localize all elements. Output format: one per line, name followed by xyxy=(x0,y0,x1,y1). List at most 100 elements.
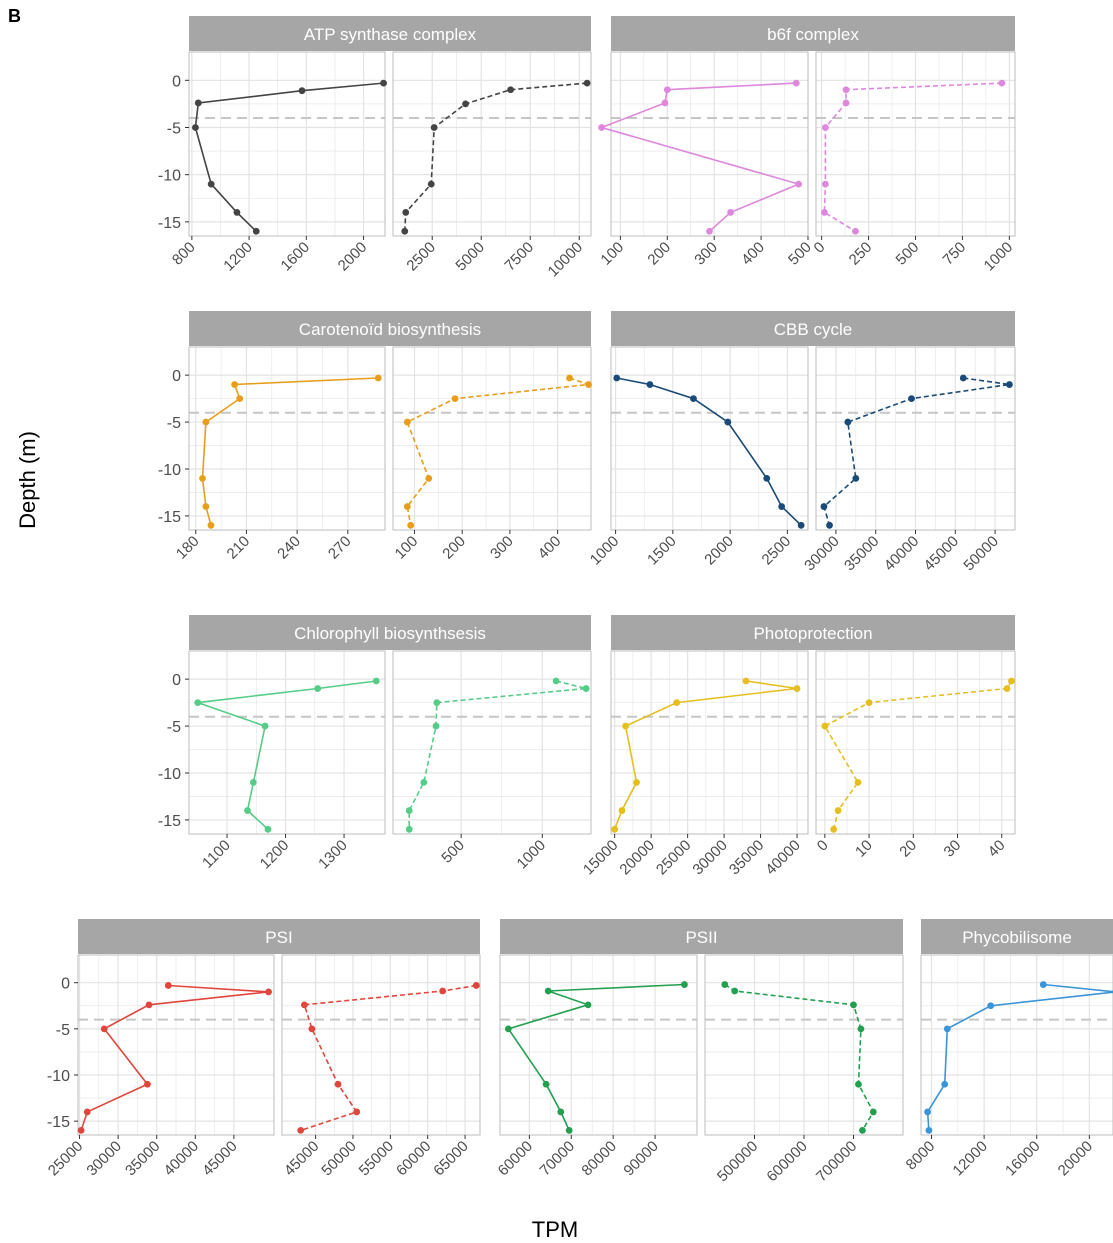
x-tick-label: 200 xyxy=(644,239,674,269)
x-tick-label: 55000 xyxy=(356,1138,398,1180)
panel-solid: 1100 1200 1300 xyxy=(188,650,386,873)
x-tick-label: 90000 xyxy=(620,1138,662,1180)
data-point xyxy=(826,521,833,529)
data-point xyxy=(778,503,786,510)
facet-strip xyxy=(189,615,591,650)
y-tick-label: -15 xyxy=(158,509,181,526)
data-point xyxy=(661,99,669,107)
x-tick-label: 7500 xyxy=(501,239,537,275)
panel-border xyxy=(499,954,698,1136)
data-point xyxy=(706,227,713,235)
data-point xyxy=(402,209,410,216)
facet-8: Phycobilisome 8000 12000 16000 20000 xyxy=(903,919,1113,1179)
data-point xyxy=(842,86,850,94)
panel-background xyxy=(611,52,808,236)
x-tick-label: 20000 xyxy=(1055,1138,1097,1180)
panel-border xyxy=(77,954,275,1136)
facet-title: b6f complex xyxy=(767,25,859,44)
panel-background xyxy=(393,52,591,236)
y-tick-label: 0 xyxy=(172,672,181,689)
panel-background xyxy=(189,651,385,834)
data-point xyxy=(439,987,447,995)
data-point xyxy=(298,87,306,95)
data-point xyxy=(941,1080,949,1088)
data-point xyxy=(793,685,801,692)
x-tick-label: 1000 xyxy=(587,533,623,569)
x-tick-label: 45000 xyxy=(921,533,963,575)
x-tick-label: 8000 xyxy=(903,1138,939,1174)
panel-border xyxy=(392,51,592,237)
x-tick-label: 30000 xyxy=(83,1138,125,1180)
x-tick-label: 45000 xyxy=(281,1138,323,1180)
data-point xyxy=(231,381,239,388)
data-point xyxy=(236,395,244,403)
data-point xyxy=(432,722,440,730)
data-point xyxy=(998,79,1006,87)
x-tick-label: 500 xyxy=(893,239,923,269)
x-tick-label: 1100 xyxy=(199,837,234,872)
data-point xyxy=(598,124,606,131)
facet-0: ATP synthase complex 800 1200 1600 2000 2500 5… xyxy=(158,16,592,281)
data-point xyxy=(297,1126,305,1134)
panel-border xyxy=(920,954,1113,1136)
panel-background xyxy=(393,347,591,530)
data-point xyxy=(199,474,206,482)
data-point xyxy=(583,79,591,87)
x-tick-label: 40000 xyxy=(762,837,804,879)
data-point xyxy=(374,374,382,382)
y-tick-label: -15 xyxy=(47,1114,70,1131)
data-point xyxy=(859,1126,866,1134)
facet-strip xyxy=(611,615,1015,650)
facet-title: Carotenoïd biosynthesis xyxy=(299,320,481,339)
data-point xyxy=(252,227,260,235)
y-tick-label: -10 xyxy=(158,168,181,185)
panel-solid: 1000 1500 2000 2500 xyxy=(587,346,809,569)
data-point xyxy=(565,1126,573,1134)
data-point xyxy=(249,778,257,786)
facet-title: ATP synthase complex xyxy=(304,25,477,44)
data-point xyxy=(852,227,859,235)
x-tick-label: 1300 xyxy=(315,837,351,873)
x-tick-label: 25000 xyxy=(653,837,695,879)
panel-background xyxy=(282,955,480,1135)
x-tick-label: 1000 xyxy=(514,837,550,873)
data-point xyxy=(721,981,729,988)
data-point xyxy=(566,374,573,382)
data-point xyxy=(144,1080,151,1088)
x-tick-label: 12000 xyxy=(949,1138,991,1180)
data-point xyxy=(908,395,915,403)
data-point xyxy=(403,418,411,426)
facet-2: Carotenoïd biosynthesis 180 210 240 270 100 20… xyxy=(158,311,593,563)
facet-strip xyxy=(611,16,1015,51)
x-tick-label: 60000 xyxy=(393,1138,435,1180)
x-tick-label: 2500 xyxy=(759,533,795,569)
x-tick-label: 1000 xyxy=(981,239,1017,275)
x-tick-label: 80000 xyxy=(578,1138,620,1180)
facet-title: Chlorophyll biosynthsesis xyxy=(294,624,486,643)
x-tick-label: 10000 xyxy=(545,239,587,281)
data-point xyxy=(202,503,210,510)
panel-background xyxy=(189,347,385,530)
x-tick-label: 240 xyxy=(274,533,304,563)
data-point xyxy=(855,1080,862,1088)
x-tick-label: 2000 xyxy=(701,533,737,569)
data-point xyxy=(462,100,469,108)
x-tick-label: 300 xyxy=(487,533,517,563)
panel-dashed: 500 1000 xyxy=(392,650,592,873)
x-tick-label: 500000 xyxy=(714,1138,761,1185)
x-tick-label: 250 xyxy=(846,239,876,269)
data-point xyxy=(844,418,852,426)
data-point xyxy=(742,677,750,685)
figure-panel-label: B xyxy=(8,6,21,26)
panel-dashed: 0 250 500 750 1000 xyxy=(811,51,1017,275)
facet-strip xyxy=(921,919,1113,954)
data-point xyxy=(925,1126,933,1134)
data-point xyxy=(542,1080,550,1088)
data-point xyxy=(646,381,654,388)
data-point xyxy=(690,395,697,403)
data-point xyxy=(353,1108,361,1116)
